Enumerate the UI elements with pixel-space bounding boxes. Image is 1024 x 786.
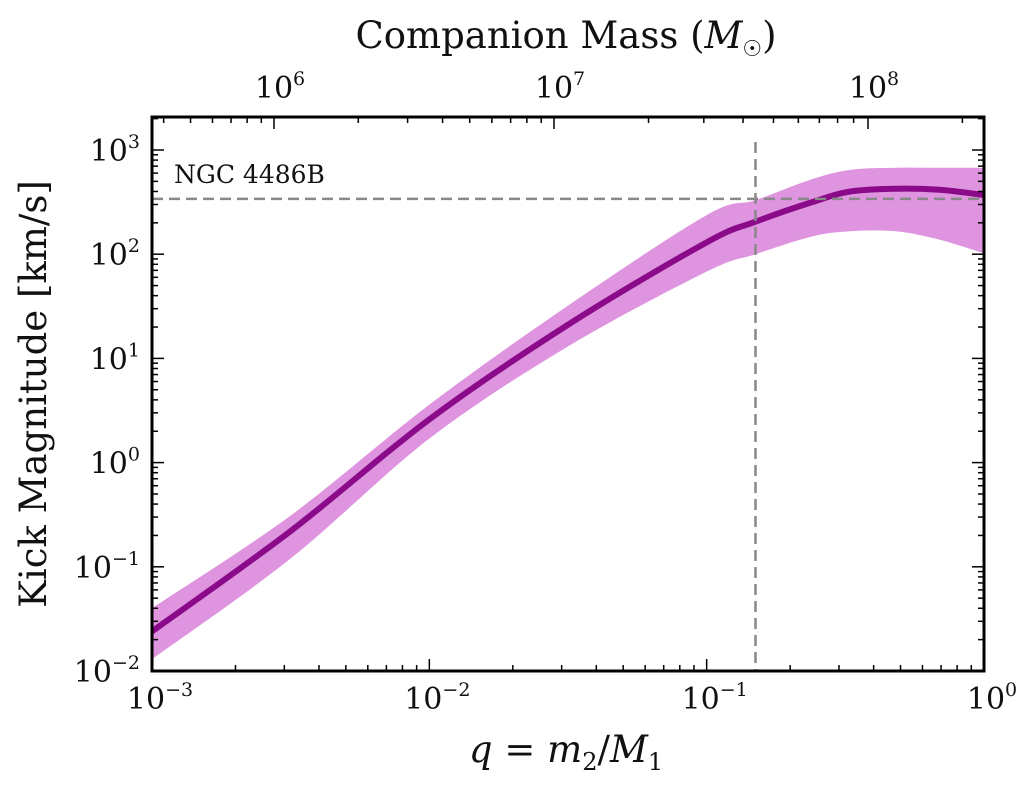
y-tick-label: 102 [90, 235, 140, 273]
y-tick-label: 101 [90, 339, 140, 377]
median-kick-line [152, 185, 984, 634]
top-x-tick-label: 108 [849, 68, 899, 106]
median-line-layer [152, 185, 984, 634]
reference-lines-layer [152, 142, 984, 671]
x-tick-label: 100 [967, 679, 1017, 717]
uncertainty-band-layer [152, 167, 984, 660]
x-tick-label: 10−1 [682, 679, 748, 717]
y-tick-label: 103 [90, 131, 140, 169]
top-x-axis-title: Companion Mass (M☉) [355, 14, 776, 62]
top-x-tick-label: 107 [535, 68, 585, 106]
uncertainty-band [152, 167, 984, 660]
axes-frame [150, 115, 986, 673]
top-x-tick-label: 106 [255, 68, 305, 106]
x-tick-label: 10−3 [127, 679, 193, 717]
y-tick-label: 100 [90, 444, 140, 482]
x-axis-title: q = m2/M1 [469, 728, 663, 776]
ticks-layer [151, 117, 985, 672]
y-tick-label: 10−1 [74, 548, 140, 586]
y-tick-label: 10−2 [74, 652, 140, 690]
annotation-ngc4486b: NGC 4486B [174, 160, 325, 189]
x-tick-label: 10−2 [404, 679, 470, 717]
plot-frame [150, 115, 986, 673]
y-axis-title: Kick Magnitude [km/s] [12, 180, 55, 608]
